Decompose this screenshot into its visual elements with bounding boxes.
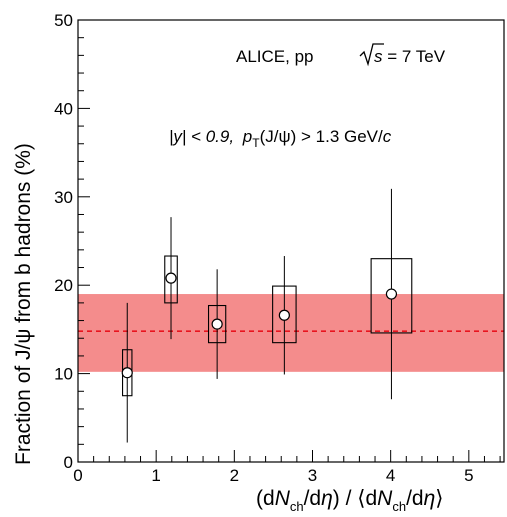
data-layer	[121, 188, 413, 443]
sqrt-sign	[359, 43, 384, 67]
x-tick-label: 1	[151, 466, 160, 485]
data-point-0	[121, 367, 133, 379]
reference-band	[78, 294, 504, 372]
data-point-3	[278, 309, 290, 321]
data-point-2	[211, 318, 223, 330]
annotation-experiment: ALICE, pp	[236, 47, 314, 66]
x-tick-label: 5	[464, 466, 473, 485]
x-tick-label: 3	[308, 466, 317, 485]
y-tick-label: 10	[54, 365, 73, 384]
svg-text:s = 7 TeV: s = 7 TeV	[374, 47, 446, 66]
y-tick-label: 20	[54, 276, 73, 295]
y-tick-label: 30	[54, 188, 73, 207]
y-tick-label: 50	[54, 11, 73, 30]
data-point-1	[165, 272, 177, 284]
plot-frame	[77, 19, 505, 463]
y-tick-label: 0	[64, 453, 73, 472]
x-tick-label: 0	[73, 466, 82, 485]
annotation-energy: s = 7 TeV	[359, 43, 446, 67]
y-tick-label: 40	[54, 99, 73, 118]
reference-band-layer	[78, 294, 504, 372]
x-axis-label: (dNch/dη) / ⟨dNch/dη⟩	[256, 487, 443, 514]
annotation-cuts: |y| < 0.9, pT(J/ψ) > 1.3 GeV/c	[169, 127, 392, 150]
x-tick-label: 4	[386, 466, 395, 485]
x-tick-label: 2	[230, 466, 239, 485]
data-point-4	[385, 288, 398, 300]
y-axis-label: Fraction of J/ψ from b hadrons (%)	[12, 143, 35, 465]
